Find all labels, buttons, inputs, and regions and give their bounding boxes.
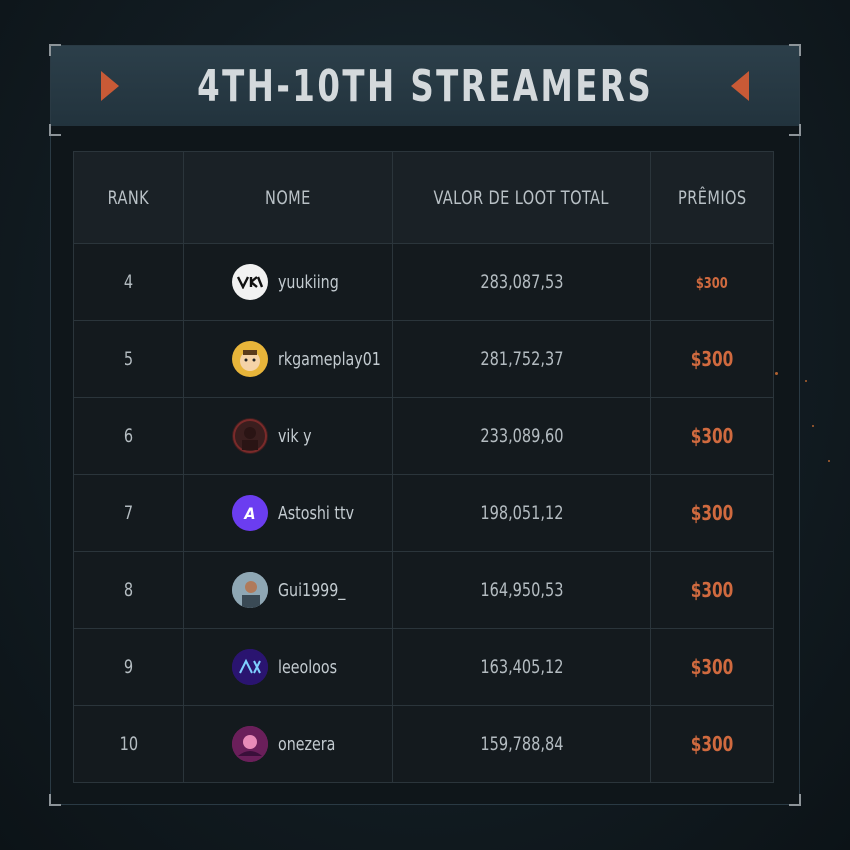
table-row: 4 yuukiing 283,087,53 $300 [73,243,774,321]
prize-value: $300 [690,578,734,602]
column-header-loot: VALOR DE LOOT TOTAL [392,151,651,244]
table-row: 9 leeoloos 163,405,12 $300 [73,628,774,706]
left-arrow-icon [731,71,750,101]
leaderboard-header: 4TH-10TH STREAMERS [51,46,799,126]
rank-value: 6 [123,425,134,447]
name-cell: leeoloos [183,628,393,706]
rank-value: 7 [123,502,134,524]
rank-cell: 9 [73,628,184,706]
name-cell: A Astoshi ttv [183,474,393,552]
streamer-name: onezera [278,733,336,755]
loot-cell: 159,788,84 [392,705,651,783]
anime-portrait-icon [232,726,268,762]
streamer-name: Gui1999_ [278,579,346,601]
rank-value: 8 [123,579,134,601]
letter-a-icon: A [232,495,268,531]
prize-value: $300 [690,501,734,525]
prize-cell: $300 [650,628,774,706]
streamer-name: leeoloos [278,656,338,678]
right-arrow-icon [100,71,119,101]
table-header-row: RANK NOME VALOR DE LOOT TOTAL PRÊMIOS [73,151,774,244]
corner-bracket [49,44,61,56]
rank-cell: 8 [73,551,184,629]
loot-cell: 283,087,53 [392,243,651,321]
rank-cell: 10 [73,705,184,783]
rank-cell: 5 [73,320,184,398]
loot-cell: 164,950,53 [392,551,651,629]
column-header-rank: RANK [73,151,184,244]
cartoon-face-icon [232,341,268,377]
loot-cell: 163,405,12 [392,628,651,706]
loot-value: 233,089,60 [479,425,564,447]
dark-portrait-icon [232,418,268,454]
name-cell: onezera [183,705,393,783]
loot-cell: 233,089,60 [392,397,651,475]
prize-cell: $300 [650,320,774,398]
prize-cell: $300 [650,705,774,783]
rank-cell: 6 [73,397,184,475]
corner-bracket [789,794,801,806]
rank-cell: 4 [73,243,184,321]
prize-value: $300 [690,424,734,448]
prize-cell: $300 [650,243,774,321]
table-row: 10 onezera 159,788,84 $300 [73,705,774,783]
corner-bracket [49,794,61,806]
column-header-prizes: PRÊMIOS [650,151,774,244]
name-cell: Gui1999_ [183,551,393,629]
loot-value: 283,087,53 [479,271,564,293]
page-title: 4TH-10TH STREAMERS [196,60,654,112]
prize-value: $300 [690,732,734,756]
prize-value: $300 [690,655,734,679]
photo-portrait-icon [232,572,268,608]
rank-value: 4 [123,271,134,293]
column-header-name: NOME [183,151,393,244]
corner-bracket [789,44,801,56]
prize-value: $300 [696,274,728,292]
name-cell: vik y [183,397,393,475]
loot-value: 281,752,37 [479,348,564,370]
rank-value: 9 [123,656,134,678]
loot-value: 163,405,12 [479,656,564,678]
loot-cell: 198,051,12 [392,474,651,552]
rank-value: 5 [123,348,134,370]
yk-logo-icon [232,264,268,300]
loot-value: 198,051,12 [479,502,564,524]
streamer-name: yuukiing [278,271,339,293]
streamer-name: rkgameplay01 [278,348,381,370]
neon-logo-icon [232,649,268,685]
loot-value: 164,950,53 [479,579,564,601]
ember-decoration [805,380,807,382]
leaderboard-table: RANK NOME VALOR DE LOOT TOTAL PRÊMIOS 4 y… [73,151,774,783]
name-cell: rkgameplay01 [183,320,393,398]
prize-value: $300 [690,347,734,371]
rank-value: 10 [119,733,138,755]
streamer-name: vik y [278,425,312,447]
table-row: 6 vik y 233,089,60 $300 [73,397,774,475]
prize-cell: $300 [650,397,774,475]
ember-decoration [828,460,830,462]
prize-cell: $300 [650,474,774,552]
loot-value: 159,788,84 [479,733,564,755]
table-row: 8 Gui1999_ 164,950,53 $300 [73,551,774,629]
ember-decoration [775,372,778,375]
table-row: 7 A Astoshi ttv 198,051,12 $300 [73,474,774,552]
name-cell: yuukiing [183,243,393,321]
loot-cell: 281,752,37 [392,320,651,398]
ember-decoration [812,425,814,427]
rank-cell: 7 [73,474,184,552]
prize-cell: $300 [650,551,774,629]
streamer-name: Astoshi ttv [278,502,355,524]
corner-bracket [789,124,801,136]
table-row: 5 rkgameplay01 281,752,37 $300 [73,320,774,398]
corner-bracket [49,124,61,136]
